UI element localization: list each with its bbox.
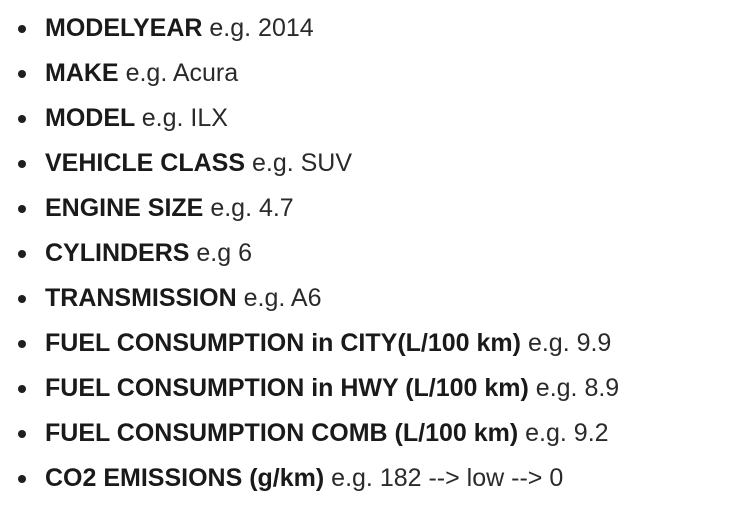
bullet-icon (18, 430, 26, 438)
field-name: VEHICLE CLASS (45, 149, 252, 177)
field-example: e.g. Acura (125, 59, 239, 87)
field-name: CO2 EMISSIONS (g/km) (45, 464, 332, 492)
bullet-icon (18, 25, 26, 33)
list-item: ENGINE SIZE e.g. 4.7 (0, 186, 754, 231)
field-name: CYLINDERS (45, 239, 197, 267)
field-name: TRANSMISSION (45, 284, 244, 312)
bullet-icon (18, 250, 26, 258)
field-example: e.g. 4.7 (210, 194, 294, 222)
list-item: TRANSMISSION e.g. A6 (0, 276, 754, 321)
bullet-icon (18, 475, 26, 483)
list-item: MODEL e.g. ILX (0, 96, 754, 141)
bullet-icon (18, 295, 26, 303)
field-example: e.g. 8.9 (535, 374, 620, 402)
field-name: FUEL CONSUMPTION in CITY(L/100 km) (45, 329, 528, 357)
field-example: e.g. 9.2 (525, 419, 609, 447)
field-example: e.g. SUV (251, 149, 353, 177)
list-item: VEHICLE CLASS e.g. SUV (0, 141, 754, 186)
field-example: e.g. 182 --> low --> 0 (331, 464, 564, 492)
field-name: MAKE (45, 59, 126, 87)
field-name: MODELYEAR (45, 14, 210, 42)
field-example: e.g. 9.9 (527, 329, 612, 357)
field-example: e.g. 2014 (209, 14, 314, 42)
bullet-icon (18, 385, 26, 393)
bullet-icon (18, 340, 26, 348)
bullet-icon (18, 160, 26, 168)
field-name: MODEL (45, 104, 142, 132)
list-item: MAKE e.g. Acura (0, 51, 754, 96)
list-item: CYLINDERS e.g 6 (0, 231, 754, 276)
field-example: e.g 6 (196, 239, 253, 267)
field-example: e.g. A6 (243, 284, 322, 312)
list-item: FUEL CONSUMPTION in CITY(L/100 km) e.g. … (0, 321, 754, 366)
field-example: e.g. ILX (141, 104, 228, 132)
bullet-icon (18, 115, 26, 123)
field-name: ENGINE SIZE (45, 194, 211, 222)
field-name: FUEL CONSUMPTION in HWY (L/100 km) (45, 374, 536, 402)
bullet-icon (18, 70, 26, 78)
bullet-icon (18, 205, 26, 213)
field-name: FUEL CONSUMPTION COMB (L/100 km) (45, 419, 526, 447)
list-item: FUEL CONSUMPTION COMB (L/100 km) e.g. 9.… (0, 411, 754, 456)
list-item: FUEL CONSUMPTION in HWY (L/100 km) e.g. … (0, 366, 754, 411)
field-list: MODELYEAR e.g. 2014 MAKE e.g. Acura MODE… (0, 6, 754, 501)
list-item: CO2 EMISSIONS (g/km) e.g. 182 --> low --… (0, 456, 754, 501)
list-item: MODELYEAR e.g. 2014 (0, 6, 754, 51)
